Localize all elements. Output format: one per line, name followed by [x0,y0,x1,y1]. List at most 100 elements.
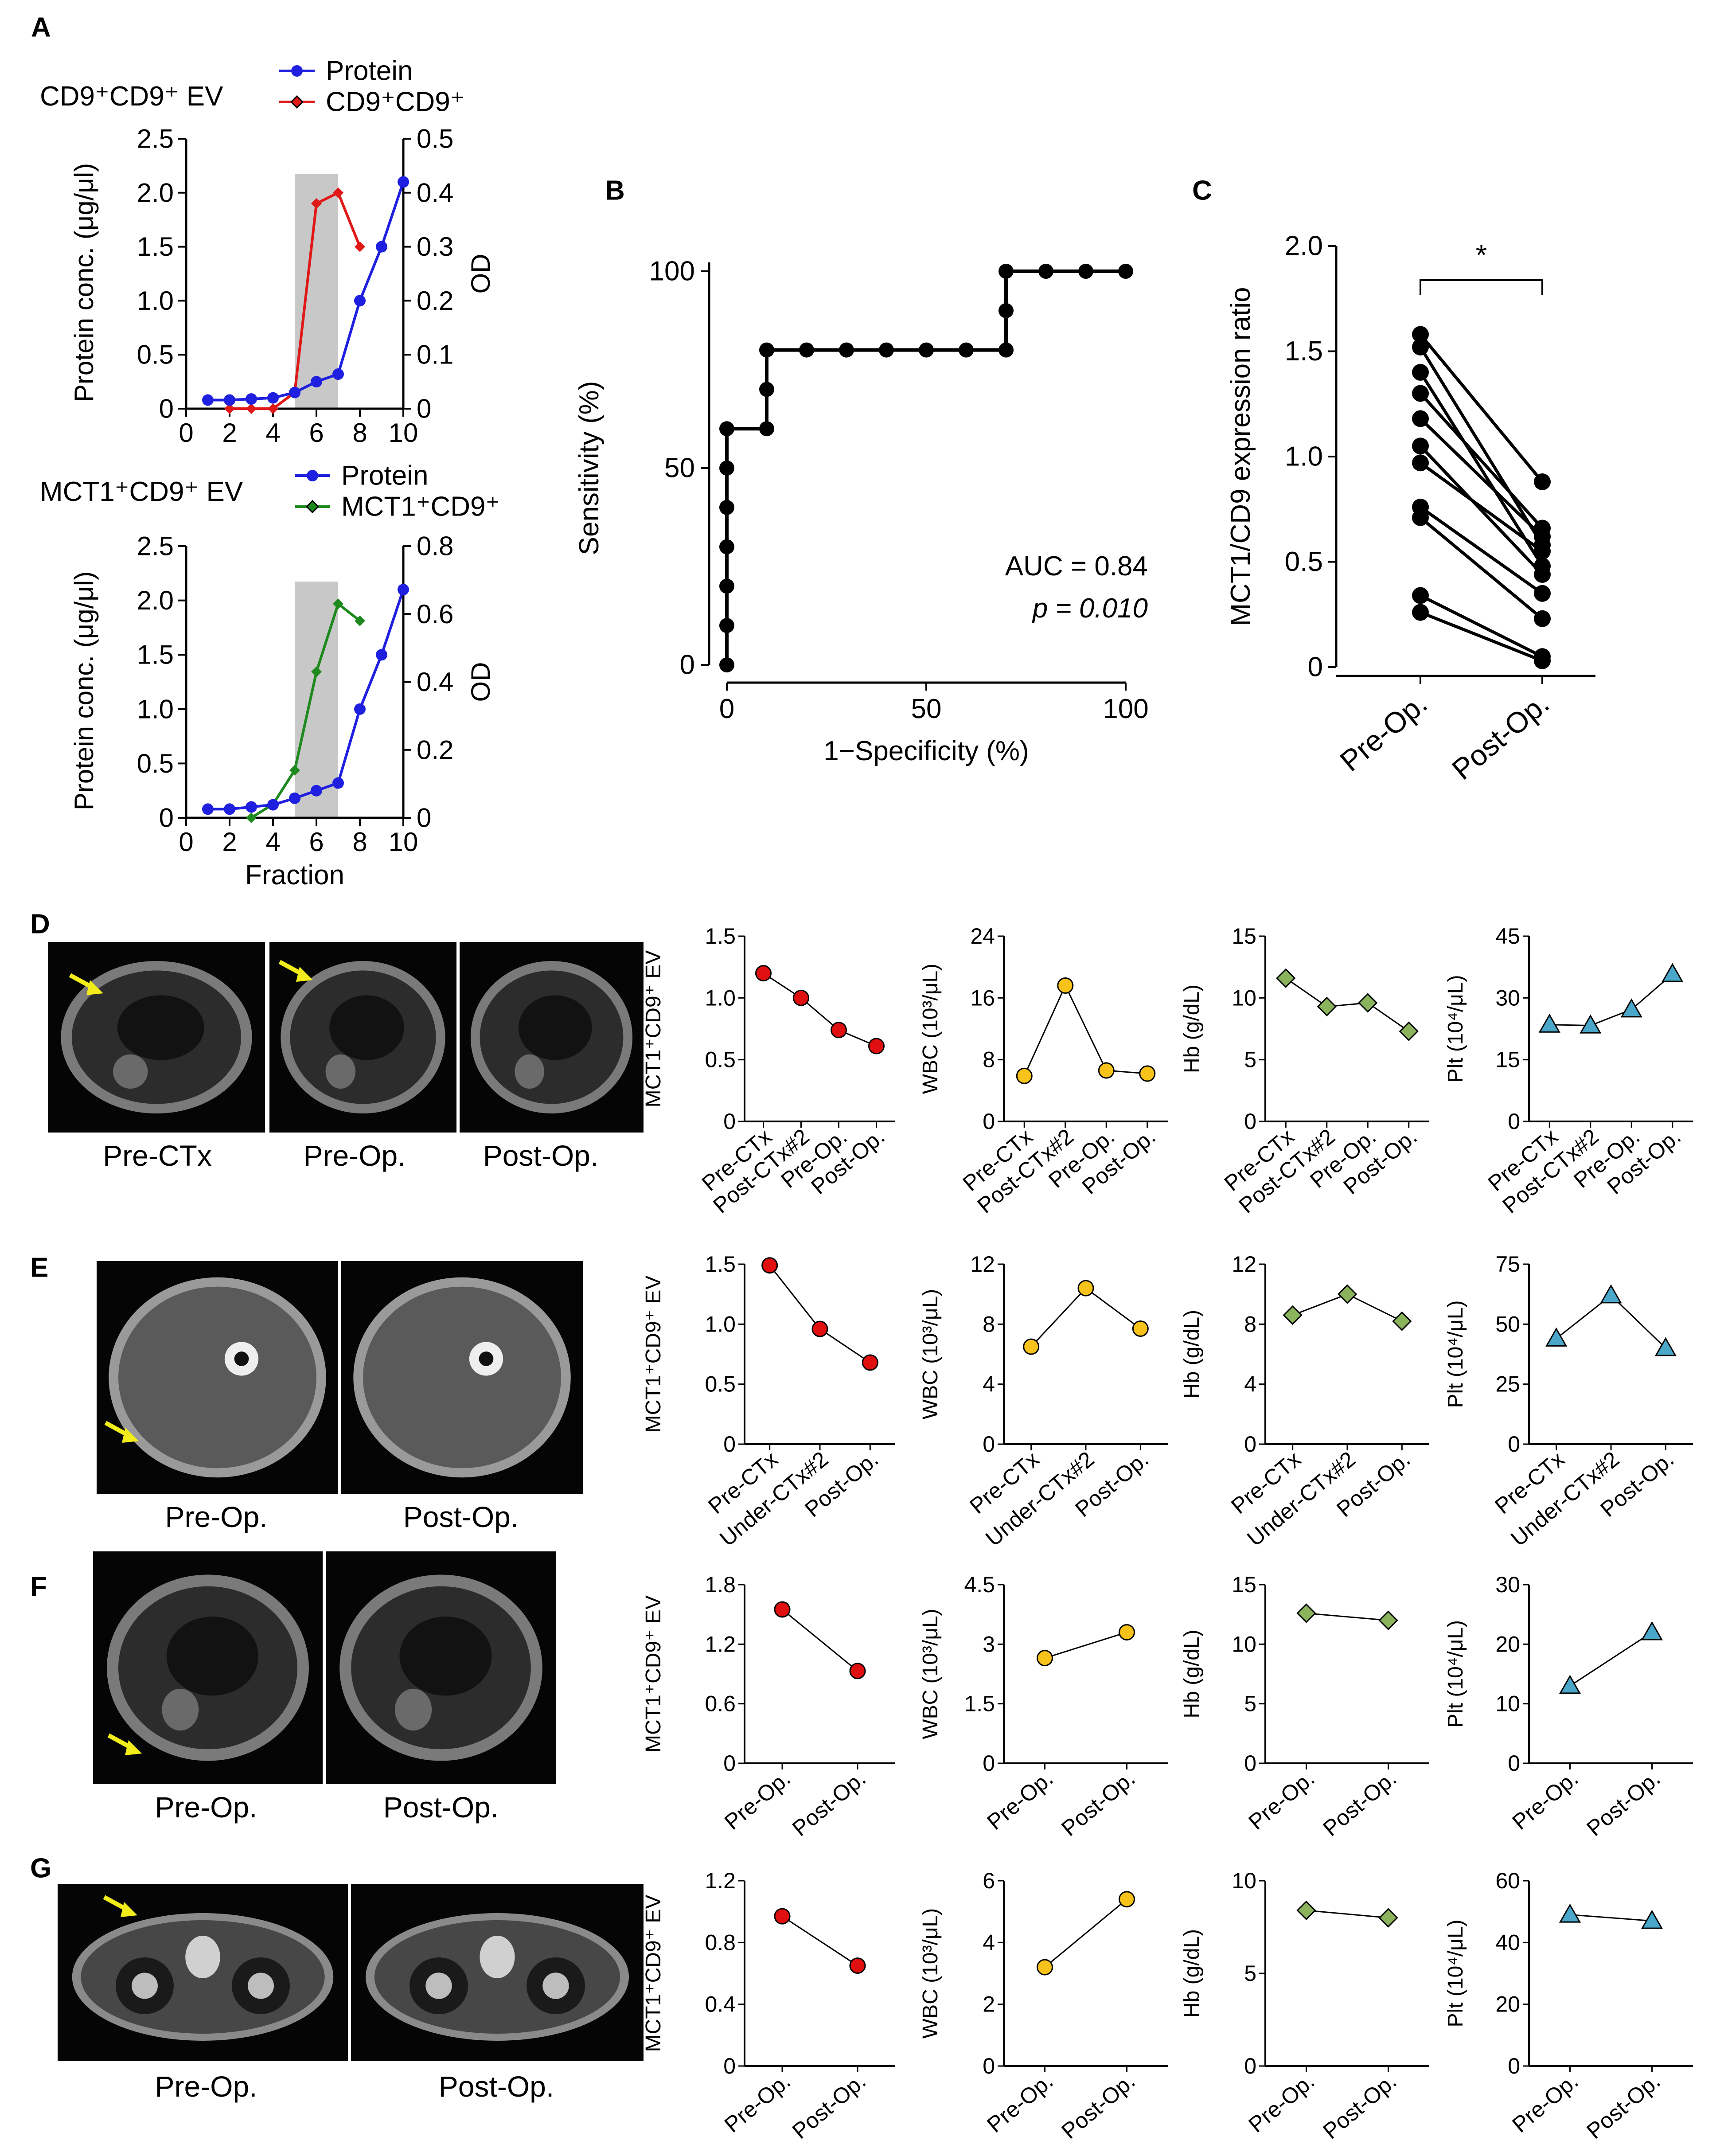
point-plt [1641,1621,1663,1640]
x-tick-label: 50 [911,694,942,724]
point-plt [1559,1903,1581,1923]
pre-point [1412,364,1429,381]
point-plt [1559,1675,1581,1694]
panel-label-C: C [1192,176,1212,206]
roc-point [999,342,1014,358]
y-tick-label: 8 [983,1047,995,1072]
image-caption-d: Post-Op. [483,1139,598,1172]
post-point [1534,566,1551,583]
point-wbc [1139,1065,1156,1082]
y-tick-label-left: 0 [159,394,174,424]
panel-label-D: D [30,909,50,940]
y-tick-label: 0 [723,1109,736,1134]
roc-point [719,421,734,437]
y-tick-label-right: 0.2 [417,735,453,765]
series-line [1570,1914,1652,1922]
y-tick-label: 1.5 [705,924,736,949]
y-tick-label: 6 [983,1868,995,1893]
y-tick-label: 20 [1495,1632,1520,1656]
pre-point [1412,454,1429,472]
femoral-head [542,1972,569,1999]
point-protein [398,176,409,188]
point-hb [1378,1610,1398,1630]
point-plt [1600,1284,1622,1304]
y-tick-label: 60 [1495,1868,1520,1893]
y-tick-label: 0.8 [705,1930,736,1955]
x-tick-label: Pre-Op. [720,2069,795,2137]
point-ev [849,1663,866,1679]
y-tick-label: 10 [1232,985,1256,1010]
y-tick-label: 10 [1232,1632,1256,1656]
bladder [480,1936,515,1978]
y-axis-title: WBC (10³/μL) [919,1609,942,1739]
point-plt [1641,1910,1663,1929]
y-tick-label: 0.5 [705,1047,736,1072]
bone [166,1617,258,1696]
y-tick-label: 2.0 [1285,231,1323,262]
y-tick-label: 0 [1308,652,1323,683]
point-hb [1296,1900,1316,1921]
image-caption-e: Pre-Op. [165,1500,267,1533]
arrow-icon [121,1902,137,1917]
y-axis-title: MCT1⁺CD9⁺ EV [642,1595,665,1753]
y-tick-label: 0.4 [705,1992,736,2017]
point-protein [311,376,322,388]
point-hb [1296,1603,1316,1623]
point-ev [755,965,772,982]
point-ev [811,1320,828,1337]
x-tick-label: 0 [179,418,193,448]
point-hb [1317,996,1337,1016]
y-tick-label: 4 [1244,1372,1256,1397]
bladder [185,1936,220,1978]
point-protein [354,295,366,307]
point-od [246,812,257,823]
y-tick-label-left: 0 [159,803,174,833]
significance-star: * [1476,238,1487,271]
point-wbc [1057,977,1074,994]
x-tick-label: 8 [352,418,367,448]
x-tick-label: 0 [719,694,734,724]
roc-point [999,303,1014,318]
y-tick-label: 50 [664,453,695,484]
y-tick-label: 1.0 [705,985,736,1010]
point-od [355,241,365,252]
point-protein [332,777,344,789]
legend-marker-protein [291,65,303,77]
x-tick-label: Pre-Op. [1334,687,1433,777]
bone [329,995,404,1060]
series-line [1285,977,1409,1032]
y-tick-label: 1.2 [705,1868,736,1893]
point-protein [311,785,322,797]
point-protein [202,394,214,406]
legend-marker-protein [307,470,318,481]
y-tick-label: 0 [983,1432,995,1457]
point-protein [202,803,214,815]
y-tick-label: 5 [1244,1961,1256,1986]
roc-point [799,342,814,358]
y-tick-label-left: 2.5 [137,531,174,561]
y-tick-label: 40 [1495,1930,1520,1955]
muscle [363,1286,561,1469]
x-tick-label: 2 [222,827,237,857]
point-hb [1337,1284,1357,1304]
point-plt [1654,1337,1677,1356]
point-plt [1545,1327,1568,1347]
point-ev [849,1957,866,1974]
p-value-label: p = 0.010 [1032,593,1148,624]
point-hb [1283,1305,1303,1325]
pre-point [1412,587,1429,604]
point-ev [774,1908,791,1925]
x-axis-title: 1−Specificity (%) [823,736,1029,766]
y-tick-label-right: 0.1 [417,340,453,370]
y-tick-label: 0 [1508,1432,1520,1457]
lesion [162,1688,199,1731]
y-tick-label: 10 [1232,1868,1256,1893]
series-line [1045,1632,1127,1659]
pre-point [1412,385,1429,402]
point-od [224,403,235,414]
x-tick-label: Pre-Op. [1507,2069,1583,2137]
femoral-head [132,1972,158,1999]
point-hb [1399,1021,1419,1041]
y-tick-label: 0 [723,1751,736,1776]
